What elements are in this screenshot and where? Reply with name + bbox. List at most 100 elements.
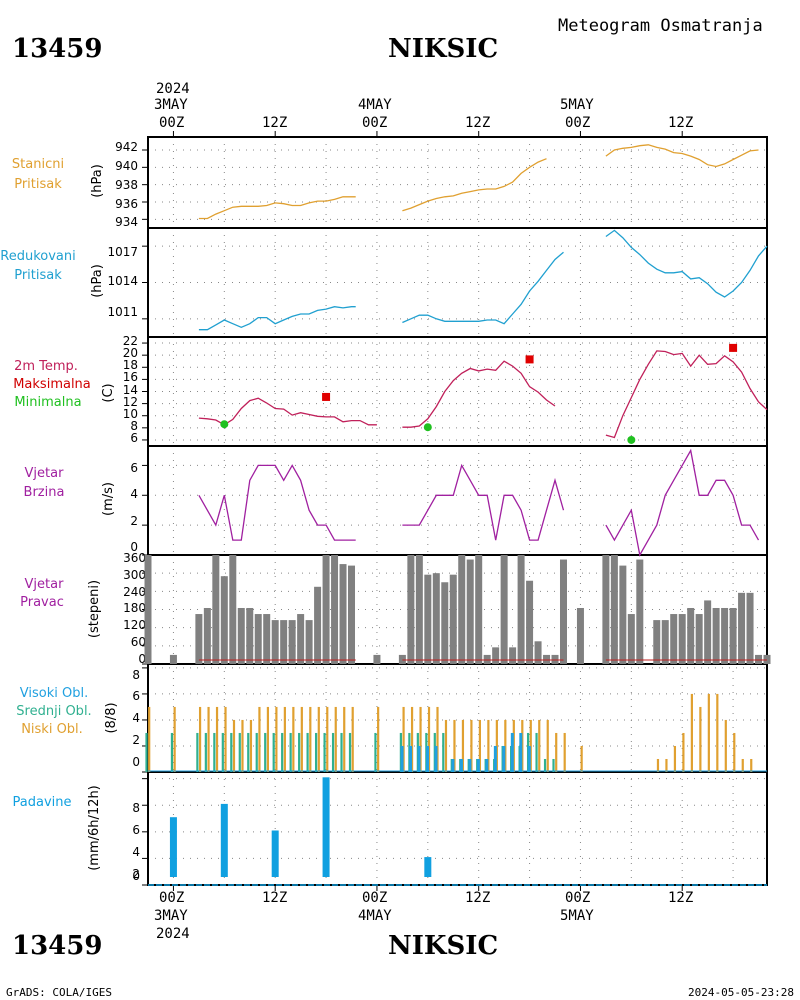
station-name-top: NIKSIC [388, 34, 498, 64]
cloud-bar-niski-27 [444, 719, 448, 772]
wind-dir-bar-4 [212, 555, 220, 664]
tick-pr-0: 0 [132, 869, 140, 883]
unit-wind-speed: (m/s) [101, 482, 116, 516]
wind_speed-line-0 [198, 464, 356, 541]
cloud-bar-niski-31 [478, 719, 481, 772]
cloud-bar-srednji-11 [272, 732, 275, 772]
wind-dir-bar-8 [246, 607, 254, 664]
cloud-bar-niski-45 [673, 745, 677, 772]
footer-left: GrADS: COLA/IGES [6, 986, 112, 999]
tick-t-14: 14 [123, 383, 138, 397]
hour-top-5: 00Z [565, 115, 590, 131]
cloud-bar-visoki-14 [527, 745, 531, 772]
cloud-bar-srednji-10 [264, 732, 267, 772]
station-id-bottom: 13459 [12, 931, 102, 961]
cloud-bar-niski-10 [266, 706, 270, 772]
cloud-bar-srednji-5 [221, 732, 224, 772]
tick-rp-1017: 1017 [107, 245, 138, 259]
cloud-bar-niski-50 [716, 693, 719, 772]
tick-wd-240: 240 [123, 585, 146, 599]
temperature-line-2 [605, 350, 768, 439]
cloud-bar-niski-53 [741, 758, 744, 772]
cloud-bar-srednji-0 [145, 732, 148, 772]
cloud-bar-visoki-0 [400, 745, 404, 772]
reduced_pressure-line-1 [402, 251, 564, 325]
tick-t-16: 16 [123, 370, 138, 384]
wind-dir-bar-16 [314, 586, 322, 664]
tick-ws-0: 0 [130, 540, 138, 554]
wind-dir-bar-35 [509, 647, 517, 664]
day-top-2: 4MAY [358, 97, 392, 113]
cloud-bar-niski-37 [529, 719, 532, 772]
cloud-bar-visoki-5 [451, 758, 455, 772]
cloud-bar-srednji-1 [170, 732, 174, 772]
hour-bot-2: 12Z [262, 890, 287, 906]
label-clouds-1: Visoki Obl. [20, 686, 88, 701]
cloud-bar-niski-5 [224, 706, 227, 772]
label-station-pressure-1: Stanicni [12, 157, 64, 172]
cloud-bar-niski-18 [334, 706, 337, 772]
wind-dir-bar-2 [195, 614, 203, 664]
plot-layer [142, 131, 771, 891]
wind-dir-bar-13 [288, 620, 296, 664]
wind-dir-bar-34 [500, 555, 508, 664]
wind-dir-bar-17 [322, 555, 330, 664]
cloud-bar-visoki-9 [485, 758, 489, 772]
cloud-bar-visoki-11 [502, 745, 506, 772]
wind-dir-bar-7 [237, 607, 245, 664]
reduced_pressure-line-2 [605, 229, 768, 298]
day-top-3: 5MAY [560, 97, 594, 113]
cloud-bar-niski-12 [283, 706, 286, 772]
wind-dir-bar-49 [661, 620, 669, 664]
wind-dir-bar-11 [271, 620, 279, 664]
reduced_pressure-line-0 [198, 306, 356, 331]
tick-sp-942: 942 [115, 140, 138, 154]
cloud-bar-niski-25 [427, 706, 431, 772]
cloud-bar-niski-14 [300, 706, 303, 772]
tick-cl-6: 6 [132, 689, 140, 703]
tick-ws-4: 4 [130, 487, 138, 501]
footer-right: 2024-05-05-23:28 [688, 986, 794, 999]
tick-wd-360: 360 [123, 551, 146, 565]
wind-dir-bar-1 [169, 654, 177, 664]
wind-dir-bar-38 [534, 641, 542, 664]
cloud-bar-niski-42 [580, 745, 583, 772]
label-wind-speed-1: Vjetar [25, 466, 65, 481]
cloud-bar-srednji-9 [255, 732, 258, 772]
wind-dir-bar-47 [636, 559, 644, 664]
wind-dir-bar-21 [373, 654, 381, 664]
cloud-bar-niski-8 [249, 719, 253, 772]
cloud-bar-niski-3 [207, 706, 210, 772]
precip-bar-2 [271, 830, 279, 877]
cloud-bar-niski-49 [707, 693, 710, 772]
tick-ws-2: 2 [130, 514, 138, 528]
wind-dir-bar-52 [687, 607, 695, 664]
cloud-bar-niski-40 [555, 732, 558, 772]
cloud-bar-niski-19 [343, 706, 346, 772]
wind_speed-line-1 [402, 463, 565, 541]
wind-dir-bar-0 [144, 555, 152, 664]
max-temp-marker-1 [525, 355, 534, 364]
wind-dir-bar-39 [543, 654, 551, 664]
wind-dir-bar-54 [704, 600, 712, 664]
wind-dir-bar-12 [280, 620, 288, 664]
station_pressure-line-1 [402, 158, 547, 212]
wind-dir-bar-31 [475, 555, 483, 664]
cloud-bar-srednji-17 [323, 732, 326, 772]
label-temp-1: 2m Temp. [14, 359, 78, 374]
wind-dir-bar-48 [653, 620, 661, 664]
tick-ws-6: 6 [130, 461, 138, 475]
label-temp-3: Minimalna [14, 395, 81, 410]
label-reduced-pressure-1: Redukovani [0, 249, 75, 264]
cloud-bar-srednji-15 [306, 732, 309, 772]
tick-wd-0: 0 [138, 652, 146, 666]
wind_speed-line-2 [605, 448, 760, 557]
wind-dir-bar-61 [763, 654, 771, 664]
tick-rp-1014: 1014 [107, 274, 138, 288]
wind-dir-bar-23 [407, 555, 415, 664]
label-wind-dir-1: Vjetar [25, 577, 65, 592]
cloud-bar-niski-2 [198, 706, 202, 772]
label-wind-speed-2: Brzina [24, 485, 65, 500]
hour-bot-4: 12Z [465, 890, 490, 906]
